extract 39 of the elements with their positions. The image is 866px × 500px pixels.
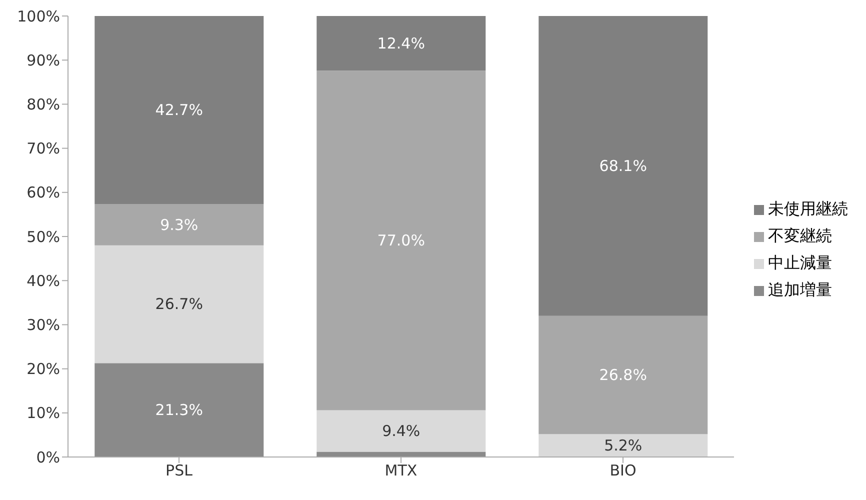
- y-tick-label: 60%: [26, 184, 60, 202]
- bar: [94, 363, 264, 457]
- x-tick-label: MTX: [384, 462, 418, 480]
- legend-label: 追加増量: [768, 280, 832, 301]
- y-tick-label: 90%: [26, 51, 60, 70]
- y-tick-label: 70%: [26, 140, 60, 158]
- data-label: 42.7%: [155, 101, 203, 120]
- data-label: 68.1%: [599, 156, 647, 175]
- y-tick-label: 100%: [17, 7, 60, 26]
- y-tick-label: 20%: [26, 360, 60, 378]
- y-tick-label: 10%: [26, 404, 60, 422]
- bar: [316, 70, 486, 410]
- data-label: 9.4%: [382, 422, 420, 440]
- legend-label: 中止減量: [768, 253, 832, 274]
- y-tick-label: 80%: [26, 96, 60, 114]
- bar: [538, 434, 708, 457]
- bar: [316, 16, 486, 71]
- data-label: 12.4%: [377, 34, 425, 52]
- data-label: 9.3%: [160, 216, 198, 234]
- y-tick-label: 0%: [36, 448, 60, 466]
- data-label: 26.7%: [155, 295, 203, 314]
- bar: [94, 204, 264, 246]
- x-tick-label: BIO: [610, 462, 636, 480]
- legend-label: 不変継続: [768, 226, 832, 247]
- legend-label: 未使用継続: [768, 199, 848, 220]
- y-tick-label: 30%: [26, 316, 60, 334]
- bar: [538, 16, 708, 316]
- x-tick-label: PSL: [166, 462, 194, 480]
- data-label: 5.2%: [604, 436, 642, 455]
- data-label: 26.8%: [599, 366, 647, 384]
- y-tick-label: 40%: [26, 272, 60, 290]
- data-label: 77.0%: [377, 231, 425, 250]
- bar: [538, 316, 708, 434]
- data-label: 21.3%: [155, 401, 203, 420]
- bar: [316, 452, 486, 457]
- bar: [94, 16, 264, 204]
- y-tick-label: 50%: [26, 228, 60, 246]
- bar: [94, 245, 264, 364]
- bar: [316, 410, 486, 452]
